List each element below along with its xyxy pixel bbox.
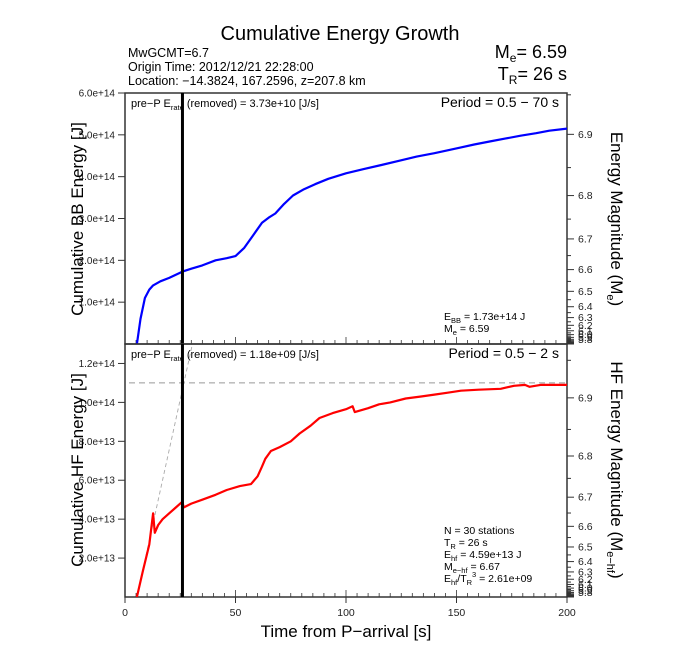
y-tick-label: 1.0e+14: [79, 398, 116, 409]
y2-tick-label: 6.4: [578, 556, 593, 568]
y-tick-label: 8.0e+13: [79, 437, 116, 448]
bb-energy-panel: 1.0e+14 2.0e+14 3.0e+14 4.0e+14 5.0e+14 6.0e+…: [79, 89, 593, 346]
hf-period-text: Period = 0.5 − 2 s: [448, 345, 559, 361]
hf-annotation-mehf: Me−hf = 6.67: [444, 561, 500, 575]
y2-tick-label: 5.8: [578, 587, 593, 599]
hf-prep-rate-text: pre−P Erate (removed) = 1.18e+09 [J/s]: [131, 349, 319, 363]
y2-tick-label: 5.8: [578, 334, 593, 346]
y2-tick-label: 6.5: [578, 541, 593, 553]
bb-period-text: Period = 0.5 − 70 s: [441, 94, 559, 110]
y2-tick-label: 6.1: [578, 579, 593, 591]
x-tick-label: 200: [558, 607, 576, 619]
bb-annotation-ebb: EBB = 1.73e+14 J: [444, 311, 525, 325]
x-tick-label: 150: [448, 607, 466, 619]
header-mw: MwGCMT=6.7: [128, 46, 209, 60]
y2-tick-label: 6.2: [578, 574, 593, 586]
y2-tick-label: 6.0: [578, 583, 593, 595]
y-tick-label: 4.0e+14: [79, 172, 116, 183]
chart-title: Cumulative Energy Growth: [221, 23, 460, 45]
y-tick-label: 1.0e+14: [79, 298, 116, 309]
y2-tick-label: 6.8: [578, 451, 593, 463]
y2-tick-label: 6.7: [578, 492, 593, 504]
plot-area: [129, 344, 567, 597]
y2-tick-label: 6.2: [578, 320, 593, 332]
bb-y-axis-label: Cumulative BB Energy [J]: [68, 122, 87, 316]
hf-annotation-stations: N = 30 stations: [444, 525, 514, 537]
x-tick-label: 0: [122, 607, 128, 619]
y2-tick-label: 5.9: [578, 585, 593, 597]
y-tick-label: 1.2e+14: [79, 359, 116, 370]
header-me: Me= 6.59: [495, 42, 567, 65]
y2-tick-label: 6.1: [578, 325, 593, 337]
plot-area: [135, 127, 567, 344]
hf-annotation-ehf: Ehf = 4.59e+13 J: [444, 549, 522, 563]
bb-prep-rate-text: pre−P Erate (removed) = 3.73e+10 [J/s]: [131, 98, 319, 112]
y2-tick-label: 5.9: [578, 332, 593, 344]
y-tick-label: 4.0e+13: [79, 515, 116, 526]
x-tick-label: 100: [337, 607, 355, 619]
y-tick-label: 2.0e+13: [79, 554, 116, 565]
series-line: [135, 383, 567, 597]
y2-tick-label: 6.4: [578, 301, 593, 313]
bb-y2-axis-label: Energy Magnitude (Me): [604, 132, 626, 306]
y2-tick-label: 6.0: [578, 329, 593, 341]
hf-y-axis-label: Cumulative HF Energy [J]: [68, 373, 87, 567]
y2-tick-label: 6.5: [578, 286, 593, 298]
bb-annotation-me: Me = 6.59: [444, 323, 489, 337]
y2-tick-label: 6.3: [578, 312, 593, 324]
x-tick-label: 50: [230, 607, 242, 619]
y-tick-label: 2.0e+14: [79, 256, 116, 267]
y-tick-label: 5.0e+14: [79, 130, 116, 141]
y-tick-label: 6.0e+13: [79, 476, 116, 487]
header-tr: TR= 26 s: [498, 64, 567, 87]
y2-tick-label: 6.3: [578, 566, 593, 578]
header-location: Location: −14.3824, 167.2596, z=207.8 km: [128, 74, 366, 88]
y-tick-label: 3.0e+14: [79, 214, 116, 225]
header-origin-time: Origin Time: 2012/12/21 22:28:00: [128, 60, 314, 74]
plot-frame: [124, 92, 568, 345]
y2-tick-label: 6.7: [578, 233, 593, 245]
hf-y2-axis-label: HF Energy Magnitude (Me−hf): [604, 361, 626, 578]
hf-annotation-tr: TR = 26 s: [444, 537, 488, 551]
hf-energy-panel: 2.0e+13 4.0e+13 6.0e+13 8.0e+13 1.0e+14 1.2e+…: [79, 343, 593, 619]
y-tick-label: 6.0e+14: [79, 89, 116, 100]
series-line: [135, 127, 567, 344]
x-axis-label: Time from P−arrival [s]: [261, 622, 432, 641]
y2-tick-label: 6.6: [578, 521, 593, 533]
y2-tick-label: 6.9: [578, 129, 593, 141]
hf-annotation-ratio: Ehf/TR3 = 2.61e+09: [444, 570, 532, 587]
y2-tick-label: 6.8: [578, 190, 593, 202]
y2-tick-label: 6.6: [578, 264, 593, 276]
y2-tick-label: 6.9: [578, 392, 593, 404]
